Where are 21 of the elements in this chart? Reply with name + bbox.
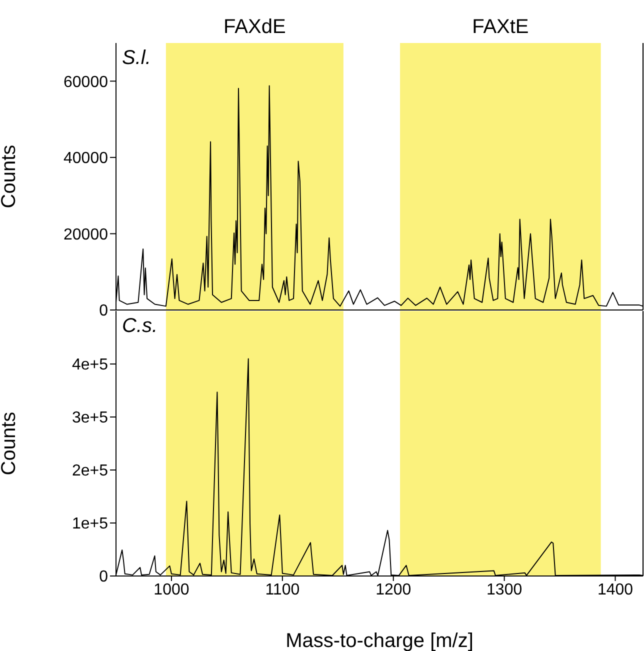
y-tick-label: 0 <box>99 568 108 586</box>
y-tick-label: 60000 <box>64 74 108 91</box>
y-axis-title: Counts <box>0 412 20 476</box>
x-tick-label: 1000 <box>154 581 190 598</box>
x-tick-label: 1100 <box>265 581 300 598</box>
y-tick-label: 20000 <box>64 226 108 244</box>
y-tick-label: 4e+5 <box>72 356 108 374</box>
x-tick-label: 1300 <box>486 581 522 598</box>
x-tick-label: 1200 <box>376 581 412 598</box>
band-label: FAXdE <box>224 16 286 38</box>
annotation: S.l. <box>122 47 151 70</box>
x-tick-label: 1400 <box>597 581 634 598</box>
x-axis-title: Mass-to-charge [m/z] <box>286 630 474 651</box>
annotation: C.s. <box>122 315 158 338</box>
y-tick-label: 2e+5 <box>72 462 108 480</box>
y-tick-label: 40000 <box>64 150 108 168</box>
y-axis-title: Counts <box>0 144 20 208</box>
band-label: FAXtE <box>472 16 529 38</box>
y-tick-label: 1e+5 <box>72 516 108 533</box>
y-tick-label: 3e+5 <box>72 410 108 427</box>
y-tick-label: 0 <box>99 302 108 320</box>
